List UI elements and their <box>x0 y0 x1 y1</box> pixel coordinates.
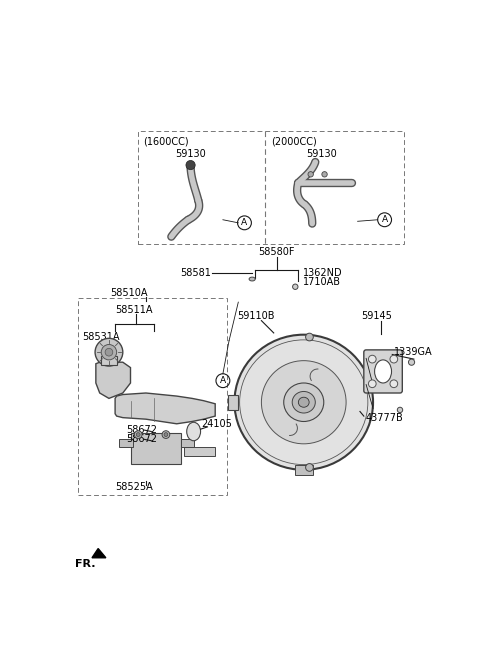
Ellipse shape <box>249 277 255 281</box>
Bar <box>119 439 133 447</box>
Text: (2000CC): (2000CC) <box>271 137 316 147</box>
Bar <box>138 131 404 244</box>
Circle shape <box>164 433 168 436</box>
Text: 58510A: 58510A <box>110 288 148 298</box>
Text: 59145: 59145 <box>361 311 392 321</box>
Ellipse shape <box>374 360 392 383</box>
Text: 58580F: 58580F <box>259 247 295 257</box>
Circle shape <box>308 171 313 177</box>
Circle shape <box>408 359 415 365</box>
Text: 1710AB: 1710AB <box>303 277 341 287</box>
Circle shape <box>306 333 313 341</box>
Circle shape <box>101 344 117 360</box>
Text: 24105: 24105 <box>201 419 232 429</box>
Text: 43777B: 43777B <box>365 413 403 422</box>
Ellipse shape <box>299 397 309 407</box>
Text: 1339GA: 1339GA <box>394 347 432 357</box>
FancyBboxPatch shape <box>364 350 402 393</box>
Circle shape <box>134 431 142 438</box>
Text: (1600CC): (1600CC) <box>144 137 189 147</box>
Circle shape <box>322 171 327 177</box>
Circle shape <box>186 160 195 170</box>
Text: 59130: 59130 <box>306 149 337 159</box>
Bar <box>180 439 194 447</box>
Text: 58531A: 58531A <box>82 332 120 342</box>
Ellipse shape <box>240 340 368 464</box>
Text: 59130: 59130 <box>175 149 206 159</box>
Text: FR.: FR. <box>75 559 96 569</box>
Text: 58672: 58672 <box>126 434 157 444</box>
Bar <box>295 464 313 476</box>
Circle shape <box>306 464 313 471</box>
Bar <box>228 395 238 410</box>
Circle shape <box>369 380 376 388</box>
Circle shape <box>136 433 140 436</box>
Text: 59110B: 59110B <box>237 311 274 321</box>
Polygon shape <box>96 362 131 398</box>
Text: 1362ND: 1362ND <box>303 268 343 278</box>
Text: A: A <box>382 215 388 224</box>
Ellipse shape <box>292 392 315 413</box>
Bar <box>131 433 180 464</box>
Circle shape <box>397 407 403 413</box>
Ellipse shape <box>234 334 373 470</box>
Circle shape <box>390 380 398 388</box>
Bar <box>101 356 117 365</box>
Ellipse shape <box>284 383 324 422</box>
Text: A: A <box>220 376 226 385</box>
Polygon shape <box>115 393 215 424</box>
Polygon shape <box>92 549 106 558</box>
Text: 58525A: 58525A <box>116 482 153 492</box>
Circle shape <box>369 355 376 363</box>
Circle shape <box>293 284 298 290</box>
Ellipse shape <box>262 361 346 444</box>
Circle shape <box>95 338 123 366</box>
Text: A: A <box>241 218 248 227</box>
Text: 58672: 58672 <box>126 425 157 435</box>
Bar <box>78 298 227 495</box>
Text: 58511A: 58511A <box>115 305 153 315</box>
Circle shape <box>390 355 398 363</box>
Bar <box>184 447 215 456</box>
Text: 58581: 58581 <box>180 268 211 278</box>
Circle shape <box>162 431 170 438</box>
Ellipse shape <box>187 422 201 441</box>
Circle shape <box>105 348 113 356</box>
